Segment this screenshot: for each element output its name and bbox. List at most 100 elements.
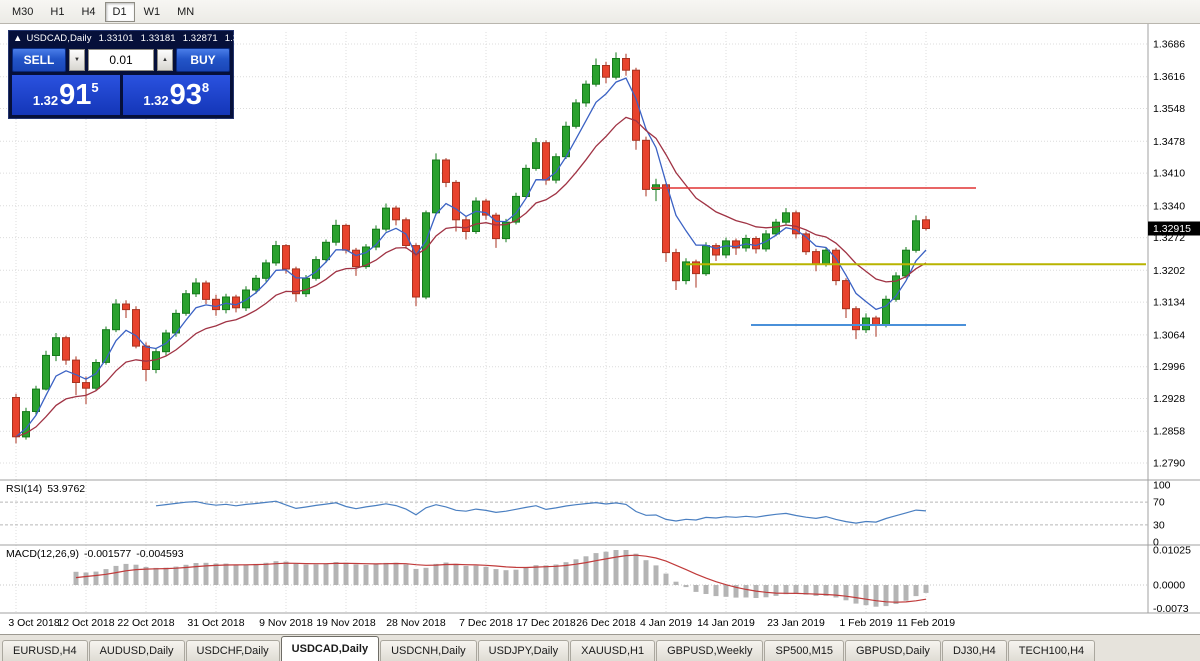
candlesticks[interactable]: [12, 52, 930, 444]
sell-button[interactable]: SELL: [12, 48, 66, 72]
chart-symbol-label: USDCAD,Daily: [26, 33, 92, 44]
svg-text:11 Feb 2019: 11 Feb 2019: [897, 617, 955, 629]
svg-text:23 Jan 2019: 23 Jan 2019: [767, 617, 825, 629]
chart-tab-xauusd-h1[interactable]: XAUUSD,H1: [570, 640, 656, 661]
svg-text:1.3064: 1.3064: [1153, 329, 1185, 341]
svg-text:1.2790: 1.2790: [1153, 458, 1185, 470]
svg-text:1.3134: 1.3134: [1153, 297, 1185, 309]
ohlc-high: 1.33181: [140, 33, 176, 44]
chart-tab-eurusd-h4[interactable]: EURUSD,H4: [2, 640, 88, 661]
quote-prices-row: 1.32 91 5 1.32 93 8: [9, 74, 233, 115]
timeframe-toolbar: M30 H1 H4 D1 W1 MN: [0, 0, 1200, 24]
ohlc-close: 1.32915: [224, 33, 260, 44]
macd-indicator-label: MACD(12,26,9) -0.001577 -0.004593: [6, 548, 189, 560]
svg-text:0.01025: 0.01025: [1153, 545, 1191, 557]
timeframe-button-mn[interactable]: MN: [169, 2, 202, 22]
timeframe-button-d1[interactable]: D1: [104, 1, 135, 22]
rsi-line: [155, 500, 927, 524]
bid-price-pipette: 5: [91, 80, 99, 95]
chart-tab-usdcnh-daily[interactable]: USDCNH,Daily: [380, 640, 477, 661]
ask-price-display[interactable]: 1.32 93 8: [122, 75, 230, 115]
svg-text:4 Jan 2019: 4 Jan 2019: [640, 617, 692, 629]
price-axis[interactable]: 1.3686 1.3616 1.3548 1.3478 1.3410 1.3340 1.32…: [1148, 39, 1200, 470]
chart-background: [0, 24, 1200, 634]
volume-input[interactable]: 0.01: [88, 49, 154, 71]
chart-tab-usdjpy-daily[interactable]: USDJPY,Daily: [477, 640, 570, 661]
svg-text:1.2928: 1.2928: [1153, 393, 1185, 405]
svg-text:17 Dec 2018: 17 Dec 2018: [516, 617, 576, 629]
svg-text:12 Oct 2018: 12 Oct 2018: [57, 617, 114, 629]
horizontal-level-lines[interactable]: [651, 187, 1146, 326]
chart-tab-tech100-h4[interactable]: TECH100,H4: [1007, 640, 1096, 661]
ma_slow-line: [15, 116, 927, 438]
ohlc-low: 1.32871: [182, 33, 218, 44]
svg-text:28 Nov 2018: 28 Nov 2018: [386, 617, 446, 629]
triangle-down-icon: ▼: [74, 57, 80, 63]
svg-text:7 Dec 2018: 7 Dec 2018: [459, 617, 513, 629]
svg-text:9 Nov 2018: 9 Nov 2018: [259, 617, 313, 629]
macd-name: MACD(12,26,9): [6, 548, 79, 560]
chart-tab-audusd-daily[interactable]: AUDUSD,Daily: [88, 640, 185, 661]
chart-tab-usdchf-daily[interactable]: USDCHF,Daily: [185, 640, 280, 661]
buy-button[interactable]: BUY: [176, 48, 230, 72]
macd-panel: 0.01025 0.0000 -0.0073: [0, 545, 1191, 615]
ask-price-big: 93: [169, 79, 202, 111]
svg-text:31 Oct 2018: 31 Oct 2018: [187, 617, 244, 629]
ma_fast-line: [15, 77, 927, 438]
svg-text:30: 30: [1153, 519, 1165, 531]
timeframe-button-h4[interactable]: H4: [73, 2, 103, 22]
volume-increase-button[interactable]: ▲: [157, 49, 173, 71]
bid-price-prefix: 1.32: [32, 93, 59, 108]
moving-averages: [15, 77, 927, 438]
volume-decrease-button[interactable]: ▼: [69, 49, 85, 71]
chart-tab-usdcad-daily[interactable]: USDCAD,Daily: [280, 636, 380, 661]
svg-text:3 Oct 2018: 3 Oct 2018: [8, 617, 60, 629]
rsi-panel: 100 70 30 0: [0, 480, 1171, 549]
one-click-trading-panel: ▲ USDCAD,Daily 1.33101 1.33181 1.32871 1…: [8, 30, 260, 119]
bottom-tab-bar: EURUSD,H4 AUDUSD,Daily USDCHF,Daily USDC…: [0, 634, 1200, 661]
current-price-badge: [1148, 221, 1200, 236]
grid: [0, 32, 1148, 613]
svg-text:70: 70: [1153, 497, 1165, 509]
timeframe-button-h1[interactable]: H1: [42, 2, 72, 22]
chart-tab-gbpusd-daily[interactable]: GBPUSD,Daily: [844, 640, 941, 661]
svg-text:0: 0: [1153, 537, 1159, 549]
svg-text:1.32915: 1.32915: [1153, 223, 1191, 235]
svg-text:14 Jan 2019: 14 Jan 2019: [697, 617, 755, 629]
chart-tab-dj30-h4[interactable]: DJ30,H4: [941, 640, 1007, 661]
macd-main-value: -0.001577: [83, 548, 132, 560]
svg-text:1.3340: 1.3340: [1153, 200, 1185, 212]
svg-text:-0.0073: -0.0073: [1153, 603, 1189, 615]
svg-text:1.3548: 1.3548: [1153, 103, 1185, 115]
order-controls-row: SELL ▼ 0.01 ▲ BUY: [9, 46, 233, 74]
ohlc-open: 1.33101: [98, 33, 134, 44]
chart-symbol-header: ▲ USDCAD,Daily 1.33101 1.33181 1.32871 1…: [9, 31, 260, 46]
rsi-value: 53.9762: [47, 483, 86, 495]
timeframe-button-w1[interactable]: W1: [136, 2, 169, 22]
svg-text:100: 100: [1153, 480, 1171, 492]
chart-canvas[interactable]: 1.3686 1.3616 1.3548 1.3478 1.3410 1.3340 1.32…: [0, 24, 1200, 634]
panel-separators[interactable]: [0, 24, 1200, 614]
svg-text:26 Dec 2018: 26 Dec 2018: [576, 617, 636, 629]
svg-text:1.2996: 1.2996: [1153, 361, 1185, 373]
timeframe-button-m30[interactable]: M30: [4, 2, 41, 22]
ask-price-pipette: 8: [201, 80, 210, 95]
chart-window: 1.3686 1.3616 1.3548 1.3478 1.3410 1.3340 1.32…: [0, 24, 1200, 634]
rsi-indicator-label: RSI(14) 53.9762: [6, 483, 90, 495]
svg-text:19 Nov 2018: 19 Nov 2018: [316, 617, 376, 629]
rsi-name: RSI(14): [6, 483, 43, 495]
symbol-direction-icon: ▲: [13, 33, 23, 44]
svg-text:22 Oct 2018: 22 Oct 2018: [117, 617, 174, 629]
bid-price-display[interactable]: 1.32 91 5: [12, 75, 120, 115]
macd-signal-line: [75, 554, 927, 603]
macd-signal-value: -0.004593: [136, 548, 184, 560]
triangle-up-icon: ▲: [162, 57, 168, 63]
svg-text:0.0000: 0.0000: [1153, 580, 1185, 592]
ask-price-prefix: 1.32: [143, 93, 169, 108]
chart-tab-sp500-m15[interactable]: SP500,M15: [764, 640, 844, 661]
svg-text:1.3410: 1.3410: [1153, 168, 1185, 180]
chart-tab-gbpusd-weekly[interactable]: GBPUSD,Weekly: [656, 640, 764, 661]
svg-text:1.3478: 1.3478: [1153, 136, 1185, 148]
